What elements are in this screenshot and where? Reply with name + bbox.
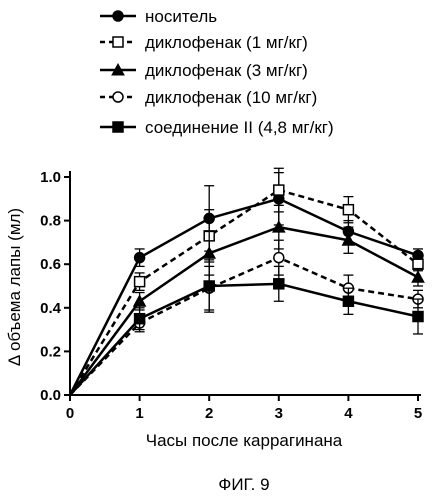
data-point [135,253,145,263]
series-3 [70,205,424,395]
x-axis-title: Часы после каррагинана [146,431,343,450]
legend-marker [113,11,123,21]
y-axis-ticks: 0.0 0.2 0.4 0.6 0.8 1.0 [40,169,70,404]
data-point [343,205,353,215]
x-tick-label: 0 [66,405,74,422]
legend-item: носитель [100,7,217,26]
series-line [70,284,418,395]
x-tick-label: 1 [135,405,143,422]
series-line [70,227,418,395]
legend-item: соединение II (4,8 мг/кг) [100,118,334,137]
series-2 [70,168,423,395]
data-point [274,279,284,289]
y-tick-label: 0.6 [40,256,61,273]
legend-marker [113,37,123,47]
legend-label: диклофенак (3 мг/кг) [145,61,308,80]
y-tick-label: 0.8 [40,213,61,230]
legend-marker [113,92,123,102]
legend: носитель диклофенак (1 мг/кг) диклофенак (… [100,7,334,137]
y-tick-label: 0.4 [40,300,62,317]
legend-label: диклофенак (1 мг/кг) [145,33,308,52]
y-axis-title: Δ объема лапы (мл) [5,208,24,366]
legend-marker [113,122,123,132]
x-tick-label: 5 [414,405,422,422]
data-point [343,296,353,306]
figure-caption: ФИГ. 9 [218,475,269,494]
x-tick-label: 4 [344,405,353,422]
data-point [135,277,145,287]
data-point [135,314,145,324]
series-5 [70,260,423,395]
legend-item: диклофенак (10 мг/кг) [100,88,317,107]
legend-item: диклофенак (3 мг/кг) [100,61,308,80]
y-tick-label: 0.2 [40,343,61,360]
data-point [412,271,424,282]
series-line [70,199,418,395]
y-tick-label: 1.0 [40,169,61,186]
data-point [413,259,423,269]
plot-area: 0.0 0.2 0.4 0.6 0.8 1.0 0 1 2 3 4 5 [40,168,424,422]
legend-label: соединение II (4,8 мг/кг) [145,118,334,137]
legend-label: носитель [145,7,217,26]
legend-label: диклофенак (10 мг/кг) [145,88,317,107]
data-point [413,312,423,322]
x-tick-label: 3 [275,405,283,422]
y-tick-label: 0.0 [40,387,61,404]
x-tick-label: 2 [205,405,213,422]
legend-item: диклофенак (1 мг/кг) [100,33,308,52]
data-point [274,253,284,263]
data-point [273,221,285,232]
x-axis-ticks: 0 1 2 3 4 5 [66,395,422,422]
data-point [274,185,284,195]
series-layer [70,168,424,395]
series-4 [70,240,423,395]
data-point [204,281,214,291]
